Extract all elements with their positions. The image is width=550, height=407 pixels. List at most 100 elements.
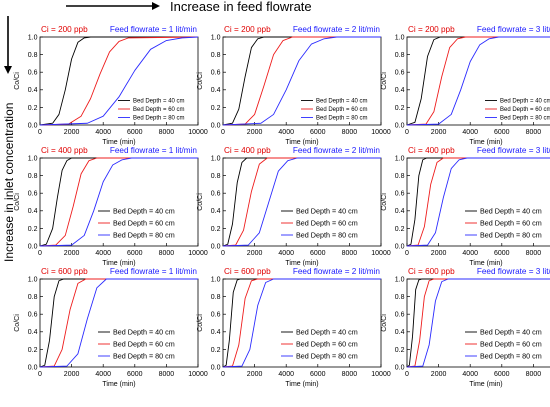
y-tick-label: 0.4 [28, 208, 38, 215]
series-line [406, 157, 550, 247]
legend-label: Bed Depth = 60 cm [500, 107, 550, 113]
series-line [222, 278, 381, 368]
y-tick-label: 0.6 [395, 191, 405, 198]
y-tick-label: 0.8 [28, 294, 38, 301]
x-axis-label: Time (min) [469, 260, 502, 267]
legend-label: Bed Depth = 80 cm [480, 352, 542, 361]
x-tick-label: 4000 [462, 129, 478, 136]
x-tick-label: 8000 [159, 250, 175, 257]
legend-label: Bed Depth = 80 cm [113, 231, 175, 240]
x-tick-label: 2000 [64, 371, 80, 378]
legend-label: Bed Depth = 40 cm [480, 328, 542, 337]
y-tick-label: 0.0 [28, 243, 38, 250]
y-axis-label: Co/Ci [14, 72, 21, 90]
legend-label: Bed Depth = 80 cm [113, 352, 175, 361]
x-tick-label: 10000 [371, 129, 391, 136]
y-tick-label: 0.2 [28, 347, 38, 354]
x-tick-label: 2000 [247, 250, 263, 257]
y-tick-label: 0.6 [28, 191, 38, 198]
legend-label: Bed Depth = 40 cm [113, 207, 175, 216]
y-tick-label: 0.8 [395, 52, 405, 59]
x-tick-label: 4000 [462, 250, 478, 257]
y-tick-label: 0.6 [395, 312, 405, 319]
y-tick-label: 0.2 [28, 226, 38, 233]
x-tick-label: 6000 [310, 250, 326, 257]
panel-flow-label: Feed flowrate = 3 lit/min [477, 146, 550, 155]
legend-label: Bed Depth = 40 cm [133, 99, 185, 105]
y-axis-label: Co/Ci [14, 193, 21, 211]
concentration-annotation: Increase in inlet concentration [2, 103, 16, 262]
series-line [406, 278, 550, 368]
panel-ci-label: Ci = 400 ppb [408, 146, 455, 155]
y-tick-label: 0.2 [28, 105, 38, 112]
series-line [39, 157, 198, 247]
x-tick-label: 8000 [526, 129, 542, 136]
y-tick-label: 1.0 [211, 155, 221, 162]
x-tick-label: 6000 [310, 371, 326, 378]
legend-label: Bed Depth = 80 cm [500, 116, 550, 122]
y-axis-label: Co/Ci [381, 193, 388, 211]
y-tick-label: 0.4 [211, 208, 221, 215]
x-tick-label: 0 [38, 250, 42, 257]
y-tick-label: 0.0 [211, 364, 221, 371]
legend-label: Bed Depth = 40 cm [316, 99, 368, 105]
x-tick-label: 6000 [494, 129, 510, 136]
series-line [39, 157, 198, 247]
panel-ci-label: Ci = 600 ppb [408, 267, 455, 276]
x-tick-label: 6000 [494, 371, 510, 378]
series-line [222, 278, 381, 368]
series-line [406, 36, 550, 126]
legend-label: Bed Depth = 80 cm [133, 116, 185, 122]
y-tick-label: 1.0 [395, 34, 405, 41]
y-tick-label: 0.8 [395, 173, 405, 180]
x-tick-label: 6000 [310, 129, 326, 136]
y-tick-label: 0.2 [211, 347, 221, 354]
y-tick-label: 0.8 [211, 294, 221, 301]
legend-label: Bed Depth = 80 cm [316, 116, 368, 122]
legend-label: Bed Depth = 60 cm [296, 340, 358, 349]
legend-label: Bed Depth = 60 cm [480, 340, 542, 349]
x-tick-label: 2000 [431, 129, 447, 136]
legend-label: Bed Depth = 60 cm [480, 219, 542, 228]
panel-flow-label: Feed flowrate = 1 lit/min [110, 146, 198, 155]
chart-panel: 02000400060008000100000.00.20.40.60.81.0… [381, 146, 550, 267]
y-axis-label: Co/Ci [381, 72, 388, 90]
y-tick-label: 0.8 [28, 173, 38, 180]
x-axis-label: Time (min) [285, 381, 318, 388]
series-line [406, 36, 550, 126]
series-line [39, 36, 199, 126]
panel-ci-label: Ci = 600 ppb [224, 267, 271, 276]
y-tick-label: 0.8 [211, 52, 221, 59]
x-tick-label: 4000 [278, 371, 294, 378]
series-line [406, 157, 550, 247]
y-tick-label: 0.8 [28, 52, 38, 59]
x-tick-label: 8000 [342, 250, 358, 257]
y-tick-label: 1.0 [395, 276, 405, 283]
panel-ci-label: Ci = 400 ppb [41, 146, 88, 155]
x-tick-label: 4000 [278, 129, 294, 136]
y-tick-label: 0.2 [395, 105, 405, 112]
y-tick-label: 0.2 [395, 347, 405, 354]
x-tick-label: 10000 [371, 371, 391, 378]
series-line [39, 157, 198, 247]
x-tick-label: 8000 [342, 129, 358, 136]
legend-label: Bed Depth = 40 cm [296, 328, 358, 337]
series-line [406, 36, 550, 126]
y-tick-label: 1.0 [28, 276, 38, 283]
y-tick-label: 0.2 [395, 226, 405, 233]
y-tick-label: 0.6 [211, 312, 221, 319]
legend-label: Bed Depth = 40 cm [500, 99, 550, 105]
y-tick-label: 1.0 [28, 34, 38, 41]
y-tick-label: 0.4 [395, 208, 405, 215]
y-tick-label: 0.0 [395, 122, 405, 129]
legend-label: Bed Depth = 80 cm [480, 231, 542, 240]
series-line [39, 36, 198, 126]
legend-label: Bed Depth = 40 cm [296, 207, 358, 216]
legend-label: Bed Depth = 60 cm [113, 340, 175, 349]
y-axis-label: Co/Ci [381, 314, 388, 332]
y-tick-label: 1.0 [395, 155, 405, 162]
